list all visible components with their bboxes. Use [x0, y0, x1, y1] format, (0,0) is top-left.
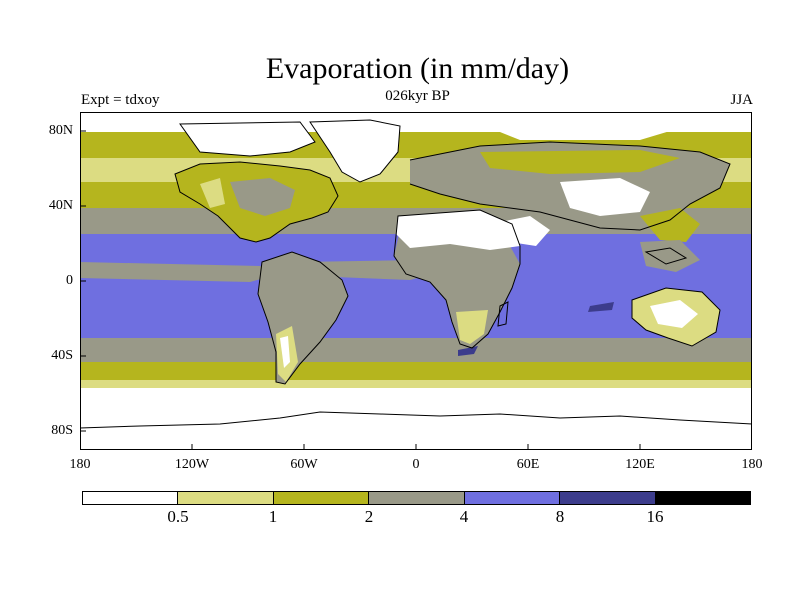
legend-swatch-2	[273, 492, 370, 504]
australia-interior	[650, 300, 698, 328]
siberia-north	[480, 150, 680, 174]
arctic-eurasia	[480, 122, 680, 140]
atlantic-south-dark	[458, 346, 478, 356]
legend-label-3: 4	[459, 507, 469, 526]
pacific-itcz	[80, 262, 280, 282]
legend-label-2: 2	[364, 507, 374, 526]
experiment-label: Expt = tdxoy	[81, 92, 160, 108]
legend-label-5: 16	[646, 507, 664, 526]
lon-label-180e: 180	[741, 457, 763, 472]
coast-arctic	[179, 121, 316, 157]
legend-swatch-5	[560, 492, 656, 504]
andes-white	[280, 336, 290, 368]
band-antarctic	[80, 388, 752, 450]
greenland	[310, 120, 400, 182]
arctic-canada	[180, 122, 315, 156]
coast-north-america	[174, 161, 339, 243]
central-asia-desert	[560, 178, 650, 216]
lat-label-40n: 40N	[48, 198, 73, 213]
arabia-desert	[500, 216, 550, 246]
lon-label-60w: 60W	[290, 457, 318, 472]
band-south-high-2	[80, 380, 752, 390]
coast-eurasia	[409, 141, 731, 231]
legend-swatch-3	[369, 492, 465, 504]
north-america-interior	[230, 178, 295, 216]
band-south-high	[80, 362, 752, 384]
coast-indonesia	[644, 247, 688, 265]
legend-label-0: 0.5	[167, 507, 189, 526]
africa	[394, 224, 520, 348]
legend-swatch-4	[464, 492, 561, 504]
lon-label-0: 0	[412, 457, 420, 472]
lon-label-120e: 120E	[625, 457, 655, 472]
lat-label-80n: 80N	[48, 123, 73, 138]
coast-greenland	[309, 119, 401, 183]
coast-madagascar	[497, 301, 509, 327]
indian-ocean-dark	[588, 302, 614, 312]
south-africa	[456, 310, 488, 344]
season-label: JJA	[730, 92, 753, 108]
band-south-mid	[80, 338, 752, 366]
antarctica-coast	[80, 411, 752, 429]
evaporation-map	[80, 112, 752, 450]
sahara	[396, 210, 520, 250]
lon-label-120w: 120W	[174, 457, 210, 472]
coast-south-america	[257, 251, 349, 385]
maritime-continent	[640, 240, 700, 272]
map-title: Evaporation (in mm/day)	[265, 52, 570, 85]
east-asia	[640, 208, 700, 242]
color-legend	[82, 491, 751, 505]
lon-label-60e: 60E	[516, 457, 540, 472]
coast-australia	[631, 287, 721, 347]
map-subtitle: 026kyr BP	[385, 88, 450, 104]
lat-label-80s: 80S	[51, 423, 73, 438]
legend-swatch-6	[655, 492, 750, 504]
legend-label-4: 8	[555, 507, 565, 526]
coast-africa	[393, 209, 521, 349]
lat-label-40s: 40S	[51, 348, 73, 363]
lat-label-0: 0	[66, 273, 73, 288]
north-america-west	[200, 178, 225, 208]
legend-label-1: 1	[268, 507, 278, 526]
lon-label-180w: 180	[69, 457, 91, 472]
legend-swatch-0	[83, 492, 179, 504]
legend-swatch-1	[178, 492, 274, 504]
